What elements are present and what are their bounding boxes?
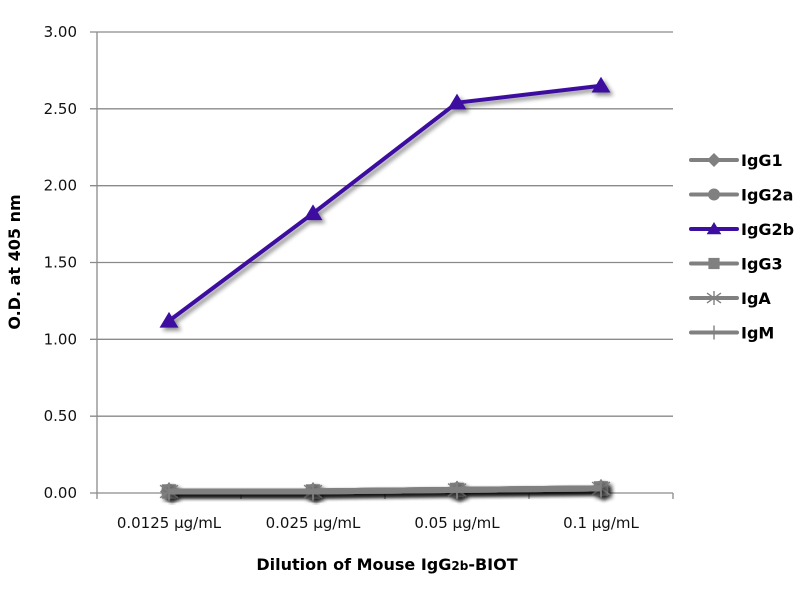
- legend-marker-circle-icon: [708, 188, 720, 201]
- data-point-igg2b: [159, 311, 179, 328]
- legend-item-igg2b: IgG2b: [689, 220, 794, 239]
- x-tick-labels: 0.0125 µg/mL 0.025 µg/mL 0.05 µg/mL 0.1 µg/…: [117, 514, 640, 532]
- series-line: [167, 83, 602, 323]
- legend-item-igg1: IgG1: [689, 151, 783, 170]
- legend-label: IgG1: [741, 151, 783, 170]
- y-axis-title: O.D. at 405 nm: [5, 194, 24, 329]
- legend-label: IgM: [741, 324, 774, 343]
- legend-marker-diamond-icon: [707, 153, 721, 167]
- x-tick-label: 0.1 µg/mL: [563, 514, 639, 532]
- legend-marker-square-icon: [708, 257, 720, 270]
- legend-marker-star-icon: [706, 291, 722, 305]
- series: [159, 76, 611, 501]
- series-igm: [168, 479, 602, 501]
- x-axis-title: Dilution of Mouse IgG2b-BIOT: [256, 555, 517, 574]
- y-tick-label: 3.00: [44, 23, 77, 41]
- gridlines: [90, 31, 673, 494]
- legend-item-iga: IgA: [689, 289, 771, 308]
- y-tick-labels: 0.00 0.50 1.00 1.50 2.00 2.50 3.00: [44, 23, 77, 502]
- data-point-igg2b: [303, 204, 323, 221]
- y-tick-label: 0.50: [44, 407, 77, 425]
- legend-label: IgG3: [741, 255, 783, 274]
- data-point-igg2b: [447, 93, 467, 110]
- y-tick-label: 1.00: [44, 330, 77, 348]
- data-point-igg2b: [591, 76, 611, 93]
- y-tick-label: 0.00: [44, 484, 77, 502]
- legend-marker-triangle-icon: [706, 222, 722, 235]
- y-tick-label: 2.00: [44, 177, 77, 195]
- axes: [96, 32, 674, 499]
- legend: IgG1 IgG2a IgG2b IgG3 IgA IgM: [689, 151, 794, 343]
- legend-item-igg2a: IgG2a: [689, 186, 793, 205]
- y-tick-label: 2.50: [44, 100, 77, 118]
- legend-label: IgG2b: [741, 220, 794, 239]
- series-line: [169, 485, 602, 495]
- x-tick-label: 0.025 µg/mL: [266, 514, 361, 532]
- legend-label: IgA: [741, 289, 771, 308]
- legend-item-igg3: IgG3: [689, 255, 783, 274]
- x-tick-label: 0.05 µg/mL: [414, 514, 500, 532]
- series-igg2b: [159, 76, 611, 328]
- x-tick-label: 0.0125 µg/mL: [117, 514, 222, 532]
- legend-label: IgG2a: [741, 186, 793, 205]
- legend-item-igm: IgM: [689, 324, 774, 343]
- y-tick-label: 1.50: [44, 254, 77, 272]
